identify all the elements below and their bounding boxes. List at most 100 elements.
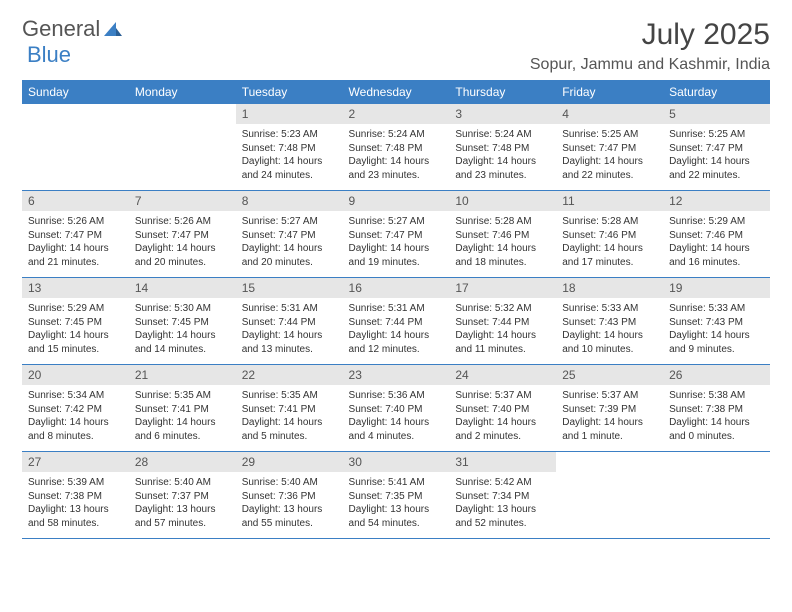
daylight-text: Daylight: 14 hours and 20 minutes. xyxy=(135,242,230,269)
sunset-text: Sunset: 7:38 PM xyxy=(28,490,123,504)
sunrise-text: Sunrise: 5:39 AM xyxy=(28,476,123,490)
day-body: Sunrise: 5:35 AMSunset: 7:41 PMDaylight:… xyxy=(236,385,343,451)
sunset-text: Sunset: 7:47 PM xyxy=(135,229,230,243)
sunrise-text: Sunrise: 5:42 AM xyxy=(455,476,550,490)
sunset-text: Sunset: 7:45 PM xyxy=(28,316,123,330)
day-number: 13 xyxy=(22,278,129,298)
sunrise-text: Sunrise: 5:24 AM xyxy=(455,128,550,142)
daylight-text: Daylight: 14 hours and 8 minutes. xyxy=(28,416,123,443)
sunset-text: Sunset: 7:46 PM xyxy=(455,229,550,243)
daylight-text: Daylight: 14 hours and 2 minutes. xyxy=(455,416,550,443)
calendar-cell: 3Sunrise: 5:24 AMSunset: 7:48 PMDaylight… xyxy=(449,104,556,191)
calendar-cell: 6Sunrise: 5:26 AMSunset: 7:47 PMDaylight… xyxy=(22,191,129,278)
day-body: Sunrise: 5:31 AMSunset: 7:44 PMDaylight:… xyxy=(236,298,343,364)
calendar-body: 1Sunrise: 5:23 AMSunset: 7:48 PMDaylight… xyxy=(22,104,770,539)
daylight-text: Daylight: 14 hours and 22 minutes. xyxy=(562,155,657,182)
dayheader-fri: Friday xyxy=(556,80,663,104)
daylight-text: Daylight: 14 hours and 12 minutes. xyxy=(349,329,444,356)
sunset-text: Sunset: 7:47 PM xyxy=(349,229,444,243)
calendar-row: 20Sunrise: 5:34 AMSunset: 7:42 PMDayligh… xyxy=(22,365,770,452)
dayheader-wed: Wednesday xyxy=(343,80,450,104)
sunrise-text: Sunrise: 5:25 AM xyxy=(562,128,657,142)
calendar-cell: 2Sunrise: 5:24 AMSunset: 7:48 PMDaylight… xyxy=(343,104,450,191)
sunrise-text: Sunrise: 5:27 AM xyxy=(242,215,337,229)
daylight-text: Daylight: 14 hours and 21 minutes. xyxy=(28,242,123,269)
sunset-text: Sunset: 7:45 PM xyxy=(135,316,230,330)
day-number: 2 xyxy=(343,104,450,124)
day-body: Sunrise: 5:30 AMSunset: 7:45 PMDaylight:… xyxy=(129,298,236,364)
day-number: 19 xyxy=(663,278,770,298)
sunset-text: Sunset: 7:41 PM xyxy=(135,403,230,417)
sunrise-text: Sunrise: 5:32 AM xyxy=(455,302,550,316)
location: Sopur, Jammu and Kashmir, India xyxy=(530,56,770,74)
header: General July 2025 Sopur, Jammu and Kashm… xyxy=(22,18,770,74)
day-number: 6 xyxy=(22,191,129,211)
day-body xyxy=(663,458,770,516)
sunset-text: Sunset: 7:40 PM xyxy=(455,403,550,417)
calendar-cell xyxy=(129,104,236,191)
calendar-cell: 26Sunrise: 5:38 AMSunset: 7:38 PMDayligh… xyxy=(663,365,770,452)
day-body: Sunrise: 5:40 AMSunset: 7:37 PMDaylight:… xyxy=(129,472,236,538)
sunrise-text: Sunrise: 5:40 AM xyxy=(135,476,230,490)
brand-part2: Blue xyxy=(27,42,71,68)
daylight-text: Daylight: 14 hours and 18 minutes. xyxy=(455,242,550,269)
sunrise-text: Sunrise: 5:37 AM xyxy=(455,389,550,403)
calendar-cell: 28Sunrise: 5:40 AMSunset: 7:37 PMDayligh… xyxy=(129,452,236,539)
calendar-cell: 18Sunrise: 5:33 AMSunset: 7:43 PMDayligh… xyxy=(556,278,663,365)
sunrise-text: Sunrise: 5:27 AM xyxy=(349,215,444,229)
calendar-cell: 16Sunrise: 5:31 AMSunset: 7:44 PMDayligh… xyxy=(343,278,450,365)
sunset-text: Sunset: 7:44 PM xyxy=(349,316,444,330)
day-body: Sunrise: 5:33 AMSunset: 7:43 PMDaylight:… xyxy=(556,298,663,364)
calendar-cell: 23Sunrise: 5:36 AMSunset: 7:40 PMDayligh… xyxy=(343,365,450,452)
brand-part1: General xyxy=(22,18,100,40)
day-number: 14 xyxy=(129,278,236,298)
sunset-text: Sunset: 7:35 PM xyxy=(349,490,444,504)
calendar-cell: 7Sunrise: 5:26 AMSunset: 7:47 PMDaylight… xyxy=(129,191,236,278)
title-block: July 2025 Sopur, Jammu and Kashmir, Indi… xyxy=(530,18,770,74)
daylight-text: Daylight: 14 hours and 10 minutes. xyxy=(562,329,657,356)
sunset-text: Sunset: 7:48 PM xyxy=(455,142,550,156)
daylight-text: Daylight: 14 hours and 23 minutes. xyxy=(455,155,550,182)
calendar-cell: 17Sunrise: 5:32 AMSunset: 7:44 PMDayligh… xyxy=(449,278,556,365)
day-body xyxy=(22,110,129,168)
calendar-cell: 5Sunrise: 5:25 AMSunset: 7:47 PMDaylight… xyxy=(663,104,770,191)
sunset-text: Sunset: 7:48 PM xyxy=(349,142,444,156)
daylight-text: Daylight: 13 hours and 54 minutes. xyxy=(349,503,444,530)
day-body: Sunrise: 5:42 AMSunset: 7:34 PMDaylight:… xyxy=(449,472,556,538)
sunrise-text: Sunrise: 5:31 AM xyxy=(242,302,337,316)
day-body: Sunrise: 5:27 AMSunset: 7:47 PMDaylight:… xyxy=(236,211,343,277)
day-body: Sunrise: 5:26 AMSunset: 7:47 PMDaylight:… xyxy=(22,211,129,277)
sunrise-text: Sunrise: 5:41 AM xyxy=(349,476,444,490)
calendar-cell: 24Sunrise: 5:37 AMSunset: 7:40 PMDayligh… xyxy=(449,365,556,452)
day-number: 17 xyxy=(449,278,556,298)
calendar-table: Sunday Monday Tuesday Wednesday Thursday… xyxy=(22,80,770,539)
day-body: Sunrise: 5:27 AMSunset: 7:47 PMDaylight:… xyxy=(343,211,450,277)
calendar-row: 13Sunrise: 5:29 AMSunset: 7:45 PMDayligh… xyxy=(22,278,770,365)
daylight-text: Daylight: 14 hours and 17 minutes. xyxy=(562,242,657,269)
calendar-cell: 20Sunrise: 5:34 AMSunset: 7:42 PMDayligh… xyxy=(22,365,129,452)
calendar-row: 1Sunrise: 5:23 AMSunset: 7:48 PMDaylight… xyxy=(22,104,770,191)
daylight-text: Daylight: 14 hours and 19 minutes. xyxy=(349,242,444,269)
sunrise-text: Sunrise: 5:28 AM xyxy=(562,215,657,229)
day-number: 23 xyxy=(343,365,450,385)
sunset-text: Sunset: 7:48 PM xyxy=(242,142,337,156)
sunrise-text: Sunrise: 5:34 AM xyxy=(28,389,123,403)
sunrise-text: Sunrise: 5:33 AM xyxy=(669,302,764,316)
day-body: Sunrise: 5:38 AMSunset: 7:38 PMDaylight:… xyxy=(663,385,770,451)
sunrise-text: Sunrise: 5:29 AM xyxy=(669,215,764,229)
calendar-cell: 19Sunrise: 5:33 AMSunset: 7:43 PMDayligh… xyxy=(663,278,770,365)
calendar-row: 27Sunrise: 5:39 AMSunset: 7:38 PMDayligh… xyxy=(22,452,770,539)
day-number: 15 xyxy=(236,278,343,298)
day-body: Sunrise: 5:37 AMSunset: 7:39 PMDaylight:… xyxy=(556,385,663,451)
day-number: 31 xyxy=(449,452,556,472)
sunrise-text: Sunrise: 5:40 AM xyxy=(242,476,337,490)
sunset-text: Sunset: 7:44 PM xyxy=(242,316,337,330)
calendar-row: 6Sunrise: 5:26 AMSunset: 7:47 PMDaylight… xyxy=(22,191,770,278)
calendar-cell: 15Sunrise: 5:31 AMSunset: 7:44 PMDayligh… xyxy=(236,278,343,365)
calendar-cell: 11Sunrise: 5:28 AMSunset: 7:46 PMDayligh… xyxy=(556,191,663,278)
daylight-text: Daylight: 14 hours and 15 minutes. xyxy=(28,329,123,356)
daylight-text: Daylight: 13 hours and 57 minutes. xyxy=(135,503,230,530)
day-number: 26 xyxy=(663,365,770,385)
day-body: Sunrise: 5:28 AMSunset: 7:46 PMDaylight:… xyxy=(449,211,556,277)
day-body: Sunrise: 5:28 AMSunset: 7:46 PMDaylight:… xyxy=(556,211,663,277)
